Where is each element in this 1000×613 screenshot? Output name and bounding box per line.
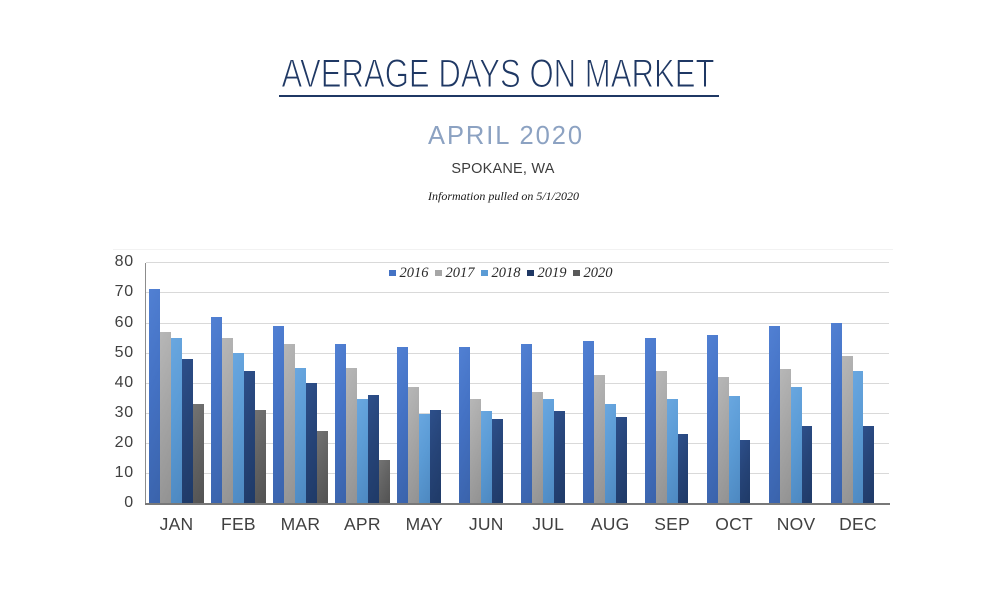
svg-text:APRIL 2020: APRIL 2020 (428, 122, 582, 150)
svg-text:AVERAGE DAYS ON MARKET: AVERAGE DAYS ON MARKET (282, 52, 715, 96)
